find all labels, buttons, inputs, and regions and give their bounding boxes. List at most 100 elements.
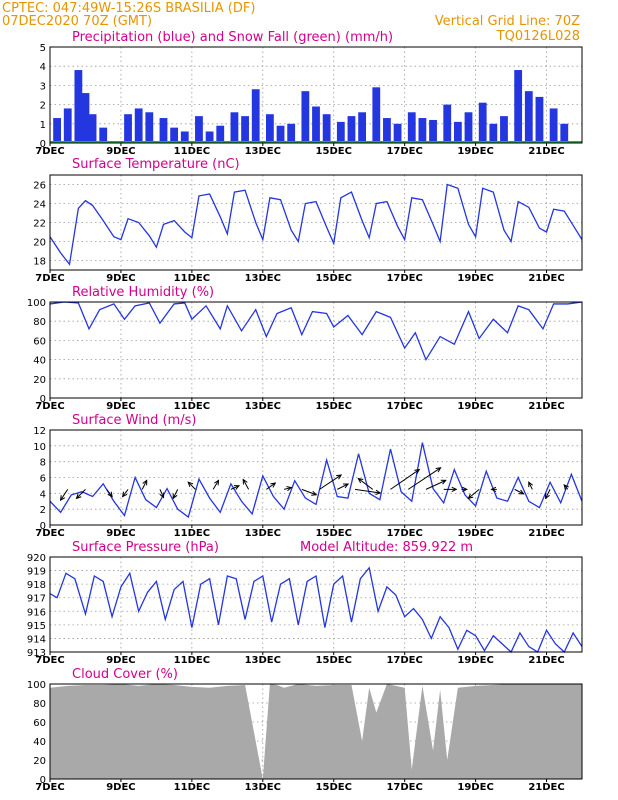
precip-bar — [464, 112, 473, 143]
precip-bar — [145, 112, 154, 143]
wind-arrow-head — [59, 495, 66, 502]
precip-bar — [74, 70, 83, 143]
x-tick-label: 21DEC — [528, 528, 564, 539]
precip-bar — [336, 121, 345, 143]
x-tick-label: 21DEC — [528, 782, 564, 793]
x-tick-label: 15DEC — [316, 655, 352, 666]
y-tick-label: 0 — [40, 775, 46, 786]
panel-frame — [49, 174, 583, 271]
precip-bar — [180, 131, 189, 143]
precip-bar — [216, 125, 225, 143]
panel-title-wind: Surface Wind (m/s) — [72, 413, 196, 428]
precip-bar — [63, 108, 72, 143]
wind-arrow-head — [462, 486, 468, 493]
wind-arrow-head — [563, 483, 569, 490]
x-tick-label: 9DEC — [106, 528, 135, 539]
x-tick-label: 17DEC — [386, 273, 422, 284]
x-tick-label: 19DEC — [457, 273, 493, 284]
x-tick-label: 13DEC — [245, 528, 281, 539]
wind-arrow-head — [187, 481, 194, 488]
y-tick-label: 918 — [27, 580, 46, 591]
panel-subtitle-altitude: Model Altitude: 859.922 m — [300, 540, 473, 555]
precip-bar — [478, 102, 487, 143]
precip-bar — [347, 116, 356, 143]
wind-arrow — [407, 467, 441, 490]
wind-arrow — [172, 489, 179, 499]
panel-0: 0 1 2 3 4 5 7DEC 9DEC 11DEC 13DEC 15DEC 17DEC 19DEC 2… — [35, 43, 583, 157]
x-tick-label: 13DEC — [245, 782, 281, 793]
wind-arrow-head — [435, 467, 442, 473]
precip-bar — [88, 114, 97, 143]
series-line — [49, 183, 583, 266]
x-tick-label: 15DEC — [316, 146, 352, 157]
x-tick-label: 11DEC — [174, 528, 210, 539]
panel-frame — [49, 301, 583, 399]
wind-arrow — [187, 481, 196, 490]
y-tick-label: 916 — [27, 607, 46, 618]
wind-arrow-head — [467, 493, 474, 500]
x-tick-label: 17DEC — [386, 401, 422, 412]
precip-bar — [301, 91, 310, 143]
x-tick-label: 7DEC — [35, 528, 64, 539]
y-tick-label: 20 — [33, 375, 46, 386]
wind-arrow-head — [214, 479, 220, 486]
y-tick-label: 12 — [33, 426, 46, 437]
x-tick-label: 9DEC — [106, 782, 135, 793]
x-tick-label: 21DEC — [528, 146, 564, 157]
wind-arrow-head — [518, 489, 525, 495]
precip-bar — [265, 114, 274, 143]
wind-arrow — [212, 480, 219, 490]
wind-arrow-head — [545, 493, 550, 500]
x-tick-label: 15DEC — [316, 401, 352, 412]
wind-arrow — [60, 489, 69, 501]
wind-arrow-head — [233, 485, 241, 490]
panel-5: 0 20 40 60 80 100 7DEC 9DEC 11DEC 13DEC 15DEC 17DEC… — [27, 680, 583, 793]
y-tick-label: 915 — [27, 621, 46, 632]
wind-arrow-head — [440, 479, 447, 485]
x-tick-label: 21DEC — [528, 273, 564, 284]
wind-arrow-head — [242, 478, 248, 485]
y-tick-label: 40 — [33, 356, 46, 367]
precip-bar — [287, 123, 296, 143]
precip-bar — [443, 104, 452, 143]
panel-frame — [49, 46, 583, 144]
wind-arrow — [545, 489, 551, 499]
wind-arrow-head — [490, 486, 497, 493]
x-tick-label: 9DEC — [106, 273, 135, 284]
panel-title-pressure: Surface Pressure (hPa) — [72, 540, 219, 555]
precip-bar — [159, 118, 168, 143]
wind-arrow-head — [357, 477, 364, 484]
wind-arrow — [283, 487, 292, 490]
x-tick-label: 7DEC — [35, 273, 64, 284]
x-tick-label: 7DEC — [35, 146, 64, 157]
wind-arrow — [141, 480, 148, 490]
wind-arrow — [528, 481, 533, 490]
precip-bar — [53, 118, 61, 143]
x-tick-label: 13DEC — [245, 146, 281, 157]
y-tick-label: 920 — [27, 553, 46, 564]
x-tick-label: 11DEC — [174, 401, 210, 412]
y-tick-label: 40 — [33, 737, 46, 748]
y-tick-label: 6 — [40, 474, 46, 485]
y-tick-label: 100 — [27, 298, 46, 309]
precip-bar — [560, 123, 569, 143]
y-tick-label: 913 — [27, 648, 46, 659]
precip-bar — [524, 91, 533, 143]
y-tick-label: 24 — [33, 200, 46, 211]
x-tick-label: 19DEC — [457, 401, 493, 412]
wind-arrow — [106, 489, 113, 497]
y-tick-label: 0 — [40, 394, 46, 405]
header-run-code: TQ0126L028 — [496, 29, 580, 44]
precip-bar — [134, 108, 143, 143]
y-tick-label: 60 — [33, 718, 46, 729]
x-tick-label: 7DEC — [35, 782, 64, 793]
x-tick-label: 17DEC — [386, 655, 422, 666]
x-tick-label: 9DEC — [106, 401, 135, 412]
x-tick-label: 17DEC — [386, 528, 422, 539]
wind-arrow-head — [451, 486, 458, 493]
precip-bar — [514, 70, 523, 143]
x-tick-label: 11DEC — [174, 273, 210, 284]
wind-arrow — [390, 469, 420, 490]
precip-bar — [407, 112, 416, 143]
